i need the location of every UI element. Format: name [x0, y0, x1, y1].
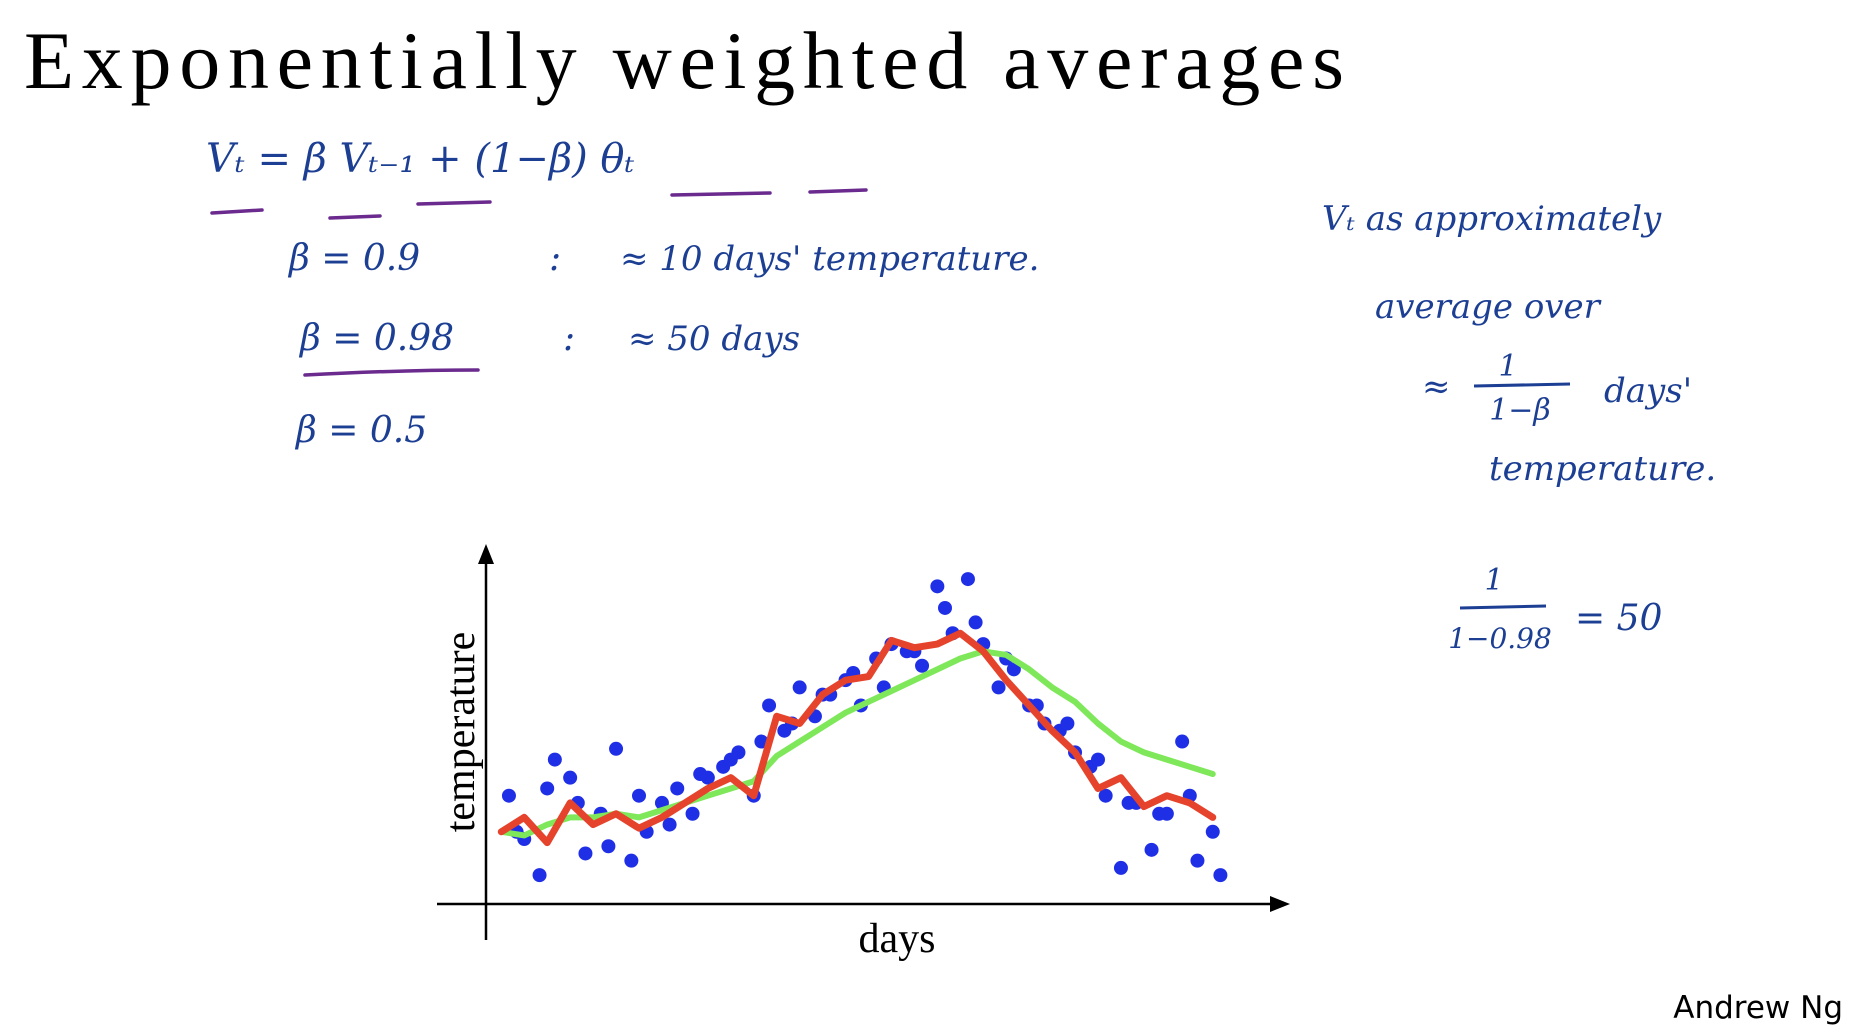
underline [210, 188, 868, 220]
point [1060, 716, 1075, 731]
denominator: 1−β [1489, 393, 1551, 428]
point [1213, 868, 1228, 883]
note: temperature. [1489, 449, 1716, 489]
note: Vₜ as approximately [1322, 199, 1662, 239]
point [991, 680, 1006, 695]
point [1113, 860, 1128, 875]
point [723, 752, 738, 767]
point [1175, 734, 1190, 749]
formula: Vₜ = β Vₜ₋₁ + (1−β) θₜ [206, 136, 634, 182]
point [609, 741, 624, 756]
point [624, 853, 639, 868]
beta-value: β = 0.98 [298, 318, 454, 359]
note: ≈ 50 days [628, 319, 800, 359]
point [632, 788, 646, 803]
point [1098, 788, 1113, 803]
note: ≈ 10 days' temperature. [620, 239, 1039, 279]
underline [303, 368, 480, 377]
point [1121, 795, 1136, 810]
point [792, 680, 807, 695]
point [1006, 662, 1021, 677]
point [1152, 806, 1167, 821]
point [540, 781, 555, 796]
note: days' [1604, 371, 1692, 411]
point [578, 846, 593, 861]
point [685, 806, 700, 821]
point [960, 572, 975, 587]
arrow-head [478, 544, 494, 564]
point [693, 767, 708, 782]
x-axis-label: days [859, 916, 936, 962]
slide-title: Exponentially weighted averages [24, 15, 1344, 106]
numerator: 1 [1484, 563, 1503, 598]
point [547, 752, 562, 767]
point [915, 658, 930, 673]
point [501, 788, 516, 803]
denominator: 1−0.98 [1448, 622, 1552, 655]
beta-value: β = 0.9 [287, 238, 420, 279]
line [497, 629, 1217, 847]
fraction-bar [1459, 604, 1547, 610]
point [532, 868, 547, 883]
point [1144, 842, 1159, 857]
point [762, 698, 777, 713]
note: ≈ [1422, 367, 1451, 407]
point [662, 817, 677, 832]
point [563, 770, 578, 785]
point [930, 579, 945, 594]
plot: days temperature [437, 544, 1290, 962]
point [1091, 752, 1105, 767]
note: = 50 [1575, 598, 1662, 639]
point [1205, 824, 1220, 839]
note: average over [1375, 287, 1602, 327]
separator: : [549, 238, 561, 279]
arrow-head [1270, 896, 1290, 912]
point [968, 615, 983, 630]
beta-value: β = 0.5 [294, 410, 427, 451]
separator: : [563, 318, 575, 359]
fraction-bar [1473, 382, 1571, 388]
point [670, 781, 685, 796]
y-axis-label: temperature [438, 632, 484, 833]
numerator: 1 [1498, 349, 1517, 384]
point [938, 600, 952, 615]
point [1190, 853, 1205, 868]
point [601, 839, 616, 854]
author: Andrew Ng [1673, 990, 1843, 1026]
